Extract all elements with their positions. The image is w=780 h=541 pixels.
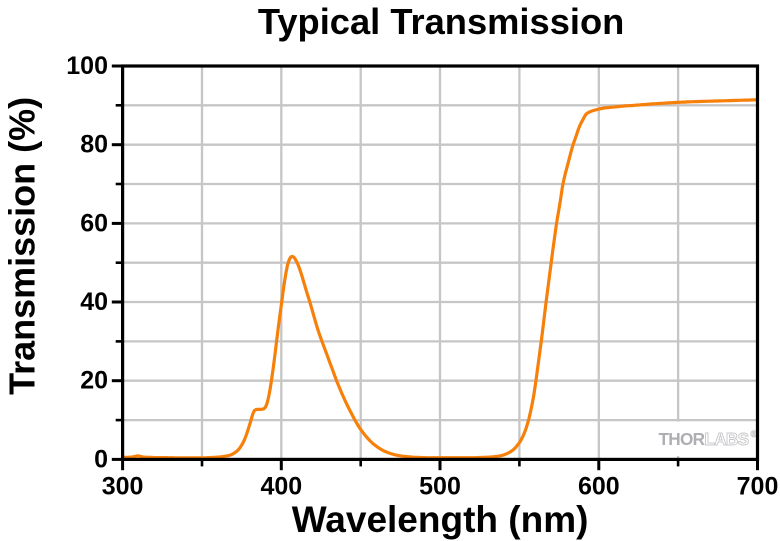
svg-text:®: ® (751, 429, 758, 439)
svg-text:500: 500 (419, 473, 461, 501)
svg-text:Wavelength (nm): Wavelength (nm) (292, 499, 589, 540)
svg-text:0: 0 (94, 445, 108, 473)
svg-text:300: 300 (102, 473, 144, 501)
svg-text:Transmission (%): Transmission (%) (1, 97, 42, 395)
svg-text:700: 700 (737, 473, 779, 501)
svg-text:600: 600 (578, 473, 620, 501)
svg-text:Typical Transmission: Typical Transmission (258, 1, 624, 42)
svg-text:60: 60 (80, 209, 108, 237)
svg-text:80: 80 (80, 131, 108, 159)
svg-text:20: 20 (80, 367, 108, 395)
svg-text:THORLABS: THORLABS (659, 429, 749, 449)
svg-text:100: 100 (66, 52, 108, 80)
svg-text:400: 400 (260, 473, 302, 501)
svg-text:40: 40 (80, 288, 108, 316)
